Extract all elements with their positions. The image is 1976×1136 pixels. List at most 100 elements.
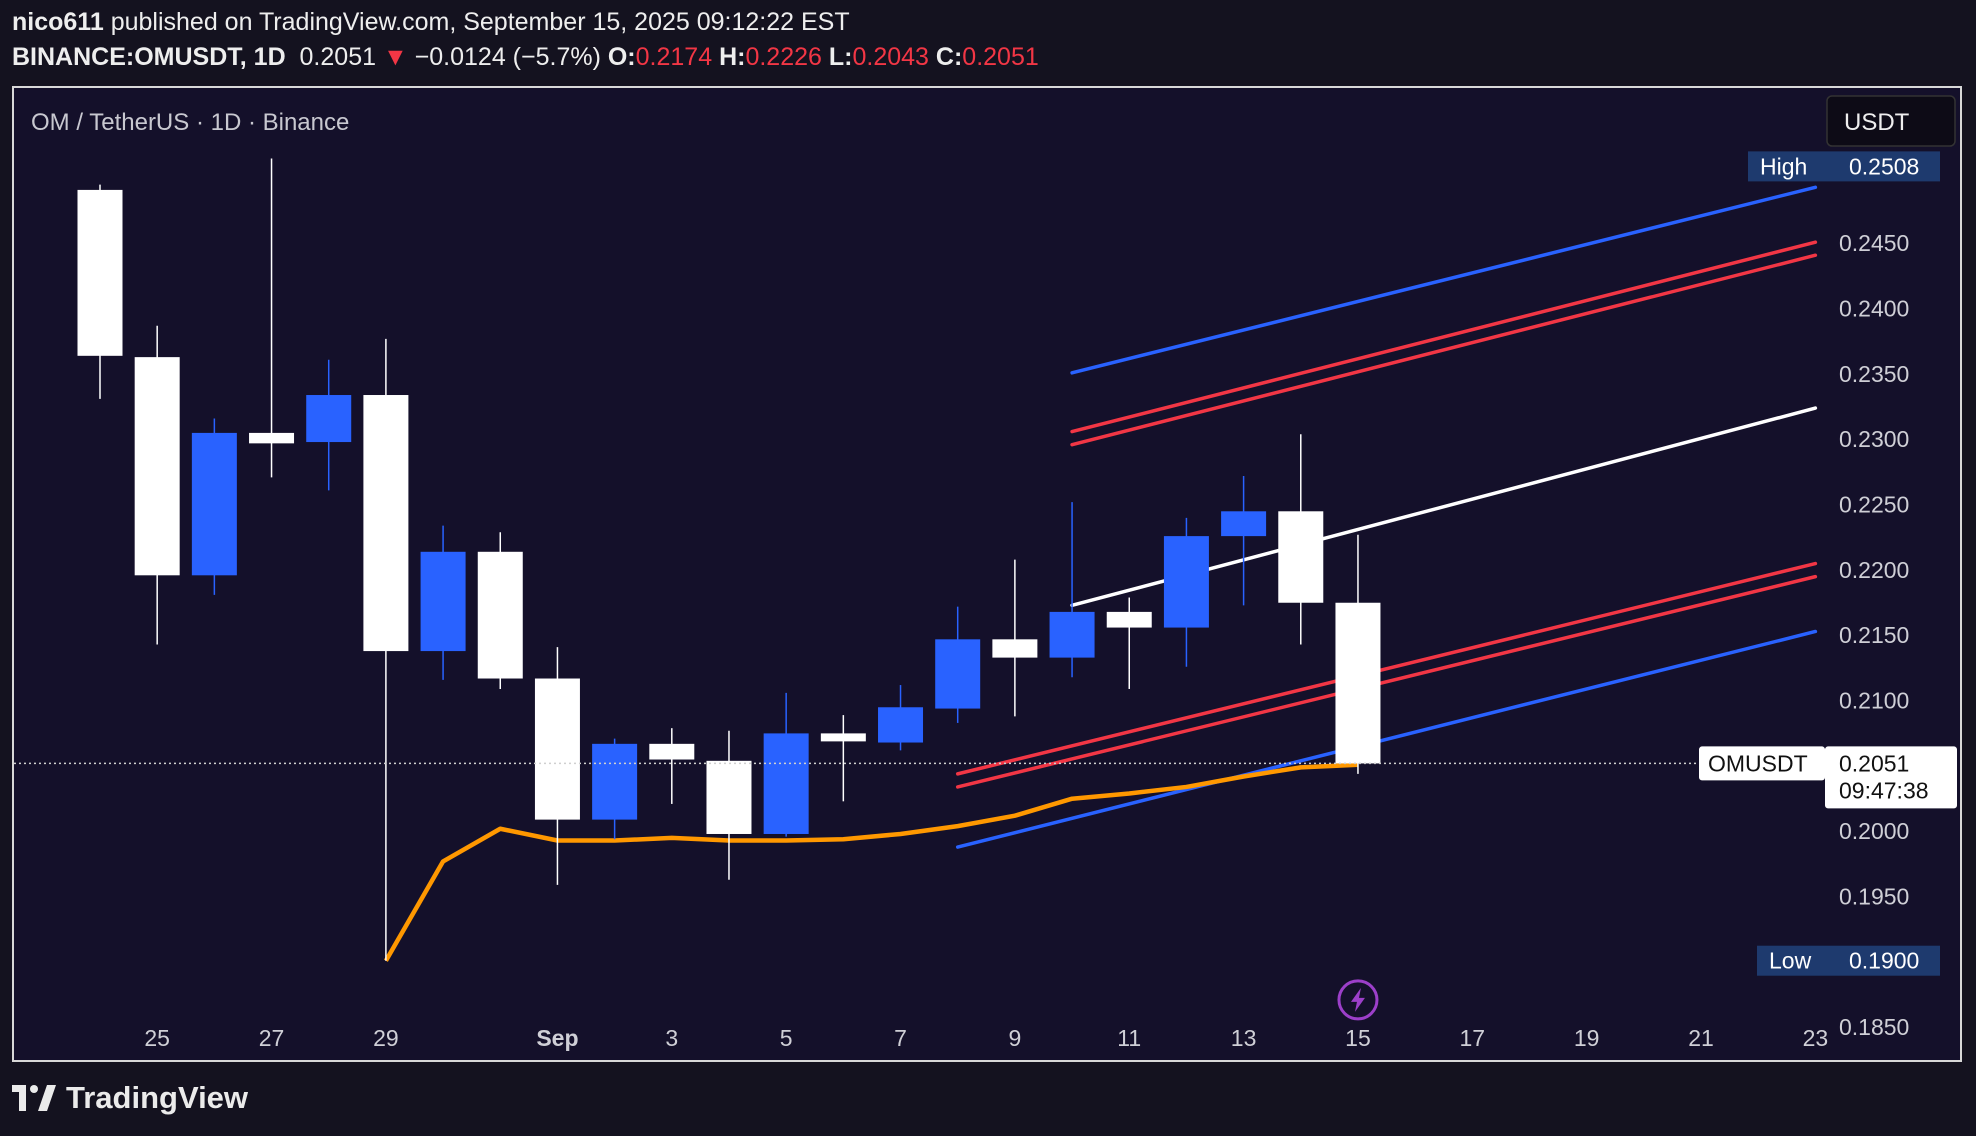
candle-body: [649, 743, 695, 760]
trend-line-red: [955, 574, 1818, 789]
y-axis-label: 0.2150: [1839, 622, 1909, 648]
price-chart[interactable]: 0.2450 0.2400 0.2350 0.2300 0.2250 0.2200 0.21…: [14, 88, 1960, 1060]
down-arrow-icon: ▼: [382, 43, 408, 71]
author-name[interactable]: nico611: [12, 8, 104, 36]
trend-line-red: [955, 561, 1818, 776]
ema-series-line: [383, 762, 1359, 962]
y-axis-label: 0.2450: [1839, 230, 1909, 256]
high-badge-label: High: [1760, 153, 1807, 179]
high-badge: High 0.2508: [1748, 151, 1940, 182]
x-axis-label: 3: [665, 1025, 678, 1051]
currency-button[interactable]: USDT: [1826, 95, 1956, 147]
candle-2025-08-28: [306, 359, 352, 491]
published-text: published on TradingView.com, September …: [110, 8, 850, 36]
candle-2025-09-05: [763, 692, 809, 837]
candle-2025-08-31: [477, 532, 523, 689]
x-axis-label: Sep: [536, 1025, 578, 1051]
x-axis-label: 27: [259, 1025, 285, 1051]
chart-title: OM / TetherUS · 1D · Binance: [31, 109, 349, 136]
y-axis-label: 0.2400: [1839, 295, 1909, 321]
x-axis-label: 9: [1008, 1025, 1021, 1051]
candle-2025-08-24: [77, 184, 123, 399]
candle-2025-09-13: [1221, 476, 1267, 606]
candle-2025-09-04: [706, 730, 752, 880]
lightning-icon[interactable]: [1337, 979, 1379, 1021]
trend-line-red: [1070, 253, 1818, 447]
candle-body: [935, 639, 981, 709]
close-value: 0.2051: [962, 43, 1039, 71]
tradingview-logo-icon: [12, 1085, 56, 1111]
y-axis-label: 0.2300: [1839, 426, 1909, 452]
x-axis: 25 27 29 Sep 3 5 7 9 11 13 15 17 19 21 23: [144, 1025, 1828, 1051]
x-axis-label: 21: [1688, 1025, 1714, 1051]
symbol-label: BINANCE:OMUSDT, 1D: [12, 43, 286, 71]
candle-body: [1106, 611, 1152, 628]
candle-body: [878, 707, 924, 743]
trend-line-blue: [1070, 185, 1818, 375]
candle-body: [191, 432, 237, 576]
open-value: 0.2174: [635, 43, 713, 71]
candle-2025-09-08: [935, 606, 981, 723]
ema-line: [383, 762, 1359, 962]
trend-line-blue: [955, 629, 1818, 849]
low-label: L:: [828, 43, 853, 71]
candle-body: [1335, 602, 1381, 764]
candle-body: [992, 639, 1038, 658]
close-label: C:: [935, 43, 963, 71]
candle-body: [1278, 511, 1324, 603]
open-label: O:: [607, 43, 636, 71]
chart-panel[interactable]: 0.2450 0.2400 0.2350 0.2300 0.2250 0.2200 0.21…: [12, 86, 1962, 1062]
candle-2025-09-11: [1106, 597, 1152, 689]
y-axis-label: 0.1950: [1839, 883, 1909, 909]
candle-body: [592, 743, 638, 820]
candle-2025-09-10: [1049, 502, 1095, 678]
candle-2025-09-15: [1335, 534, 1381, 774]
candle-2025-09-07: [878, 685, 924, 751]
y-axis: 0.2450 0.2400 0.2350 0.2300 0.2250 0.2200 0.21…: [1839, 230, 1909, 1040]
x-axis-label: 25: [144, 1025, 170, 1051]
tradingview-logo[interactable]: TradingView: [12, 1080, 248, 1116]
candle-body: [477, 551, 523, 679]
brand-name: TradingView: [66, 1080, 249, 1115]
last-price: 0.2051: [299, 43, 376, 71]
price-badge-symbol: OMUSDT: [1708, 750, 1808, 776]
y-axis-label: 0.2200: [1839, 557, 1909, 583]
price-change: −0.0124 (−5.7%): [414, 43, 601, 71]
candle-body: [363, 395, 409, 652]
x-axis-label: 5: [780, 1025, 793, 1051]
y-axis-label: 0.2350: [1839, 361, 1909, 387]
low-badge-value: 0.1900: [1849, 948, 1919, 974]
x-axis-label: 13: [1231, 1025, 1257, 1051]
x-axis-label: 23: [1803, 1025, 1829, 1051]
candle-2025-08-30: [420, 525, 466, 680]
candle-2025-08-25: [134, 325, 180, 645]
price-badge-value: 0.2051: [1839, 750, 1909, 776]
candle-body: [306, 395, 352, 443]
candle-2025-09-09: [992, 559, 1038, 717]
candle-body: [77, 189, 123, 356]
candle-2025-09-01: [534, 647, 580, 885]
currency-label: USDT: [1844, 109, 1910, 136]
y-axis-label: 0.2000: [1839, 818, 1909, 844]
candle-2025-09-03: [649, 728, 695, 804]
x-axis-label: 15: [1345, 1025, 1371, 1051]
y-axis-label: 0.1850: [1839, 1014, 1909, 1040]
candle-body: [763, 733, 809, 834]
high-badge-value: 0.2508: [1849, 153, 1919, 179]
publish-info: nico611 published on TradingView.com, Se…: [12, 8, 850, 37]
candle-body: [1049, 611, 1095, 658]
candle-body: [134, 357, 180, 576]
candle-body: [820, 733, 866, 742]
x-axis-label: 11: [1117, 1025, 1141, 1051]
candle-2025-08-26: [191, 418, 237, 595]
price-badge: OMUSDT 0.2051 09:47:38: [1699, 746, 1957, 809]
x-axis-label: 7: [894, 1025, 907, 1051]
high-value: 0.2226: [745, 43, 822, 71]
high-label: H:: [719, 43, 746, 71]
y-axis-label: 0.2250: [1839, 491, 1909, 517]
low-badge: Low 0.1900: [1757, 945, 1940, 976]
x-axis-label: 29: [373, 1025, 399, 1051]
candle-2025-08-29: [363, 338, 409, 961]
candle-body: [534, 678, 580, 820]
x-axis-label: 17: [1460, 1025, 1486, 1051]
